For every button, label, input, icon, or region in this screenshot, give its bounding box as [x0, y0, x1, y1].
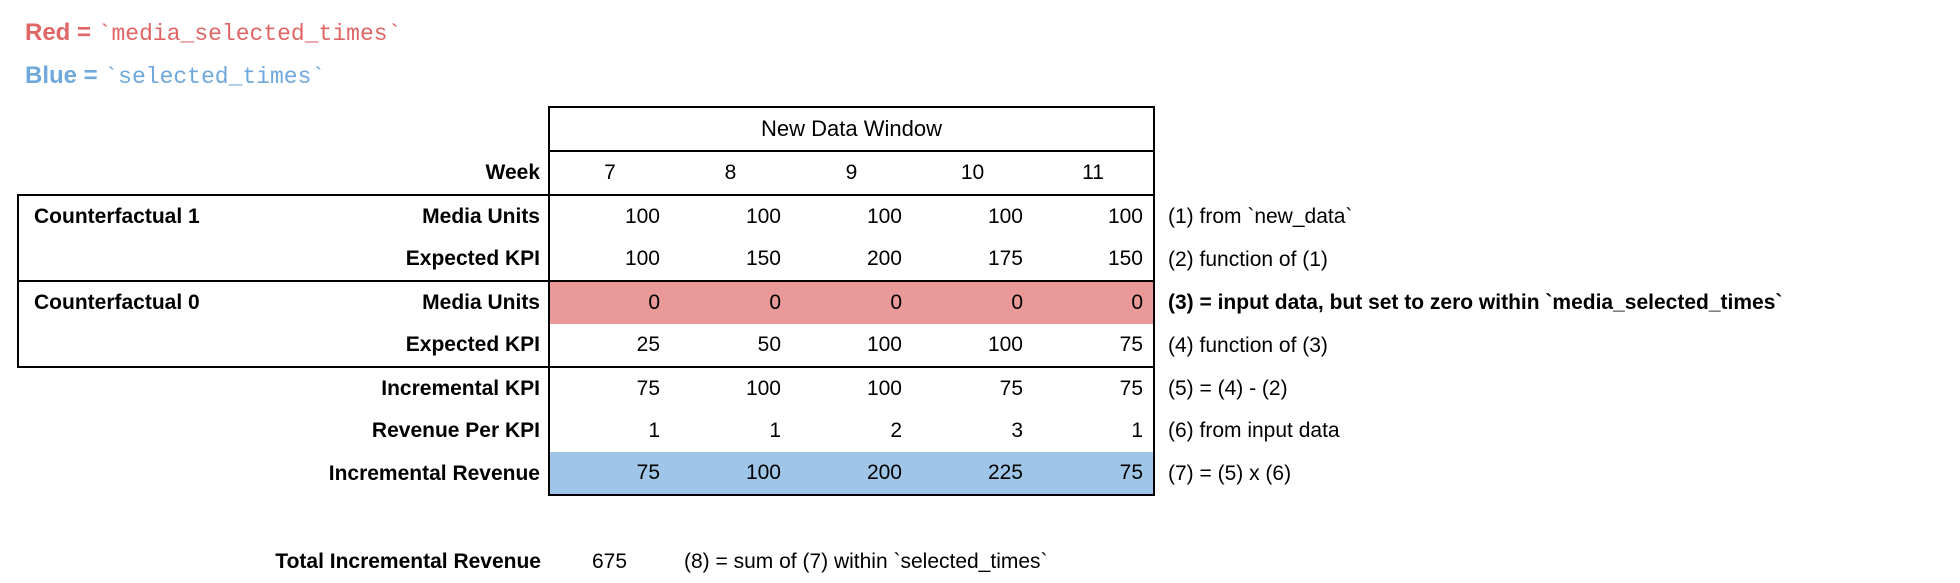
row-label: Incremental Revenue — [328, 461, 540, 485]
counterfactual-table: New Data Window Week 7 8 9 10 11 Counterfact… — [17, 106, 1934, 583]
value-cell: 225 — [912, 452, 1033, 496]
table-row: Revenue Per KPI 1 1 2 3 1 (6) from input data — [18, 410, 1934, 452]
value-cell: 100 — [548, 238, 670, 281]
value-cell: 200 — [791, 452, 912, 496]
table-row: Expected KPI 25 50 100 100 75 (4) function of … — [17, 324, 1934, 367]
value-cell: 75 — [912, 366, 1033, 410]
corner-blank — [18, 107, 549, 151]
legend-red-line: Red = `media_selected_times` — [25, 12, 1960, 55]
value-cell: 100 — [912, 194, 1033, 238]
value-cell: 200 — [866, 247, 902, 270]
row-note: (6) from input data — [1168, 419, 1340, 442]
value-cell: 0 — [548, 280, 670, 324]
value-cell: 0 — [912, 280, 1033, 324]
value-cell: 75 — [548, 452, 670, 496]
row-label: Incremental KPI — [18, 366, 549, 410]
row-label: Expected KPI — [405, 333, 540, 356]
row-note: (7) = (5) x (6) — [1168, 461, 1292, 485]
row-note: (4) function of (3) — [1168, 333, 1328, 357]
legend-red-label: Red = — [25, 19, 98, 46]
week-column-header: 8 — [670, 150, 791, 195]
legend-blue-code: `selected_times` — [104, 64, 326, 90]
row-label: Media Units — [266, 280, 549, 324]
value-cell: 100 — [670, 366, 791, 410]
row-label: Expected KPI — [405, 247, 540, 270]
value-cell: 25 — [548, 324, 670, 367]
value-cell: 50 — [757, 333, 781, 356]
group-label: Counterfactual 0 — [17, 280, 266, 324]
week-column-header: 11 — [1033, 150, 1155, 195]
table-row: Incremental Revenue 75 100 200 225 75 (7) = (5… — [18, 452, 1934, 496]
legend-red-code: `media_selected_times` — [97, 21, 402, 47]
value-cell: 0 — [791, 280, 912, 324]
legend-blue-label: Blue = — [25, 62, 105, 89]
value-cell: 100 — [548, 194, 670, 238]
corner-blank — [18, 151, 266, 195]
value-cell: 1 — [1033, 410, 1155, 452]
value-cell: 100 — [670, 194, 791, 238]
value-cell: 75 — [548, 366, 670, 410]
table-row: Incremental KPI 75 100 100 75 75 (5) = (4) - (… — [18, 366, 1934, 410]
value-cell: 100 — [987, 333, 1023, 356]
value-cell: 100 — [670, 452, 791, 496]
total-label: Total Incremental Revenue — [275, 550, 541, 573]
total-note: (8) = sum of (7) within `selected_times` — [684, 550, 1048, 573]
row-note: (1) from `new_data` — [1168, 204, 1353, 228]
value-cell: 75 — [1033, 366, 1155, 410]
value-cell: 1 — [769, 419, 781, 442]
value-cell: 150 — [745, 247, 781, 270]
table-row: Counterfactual 1 Media Units 100 100 100 100 1… — [17, 194, 1934, 238]
new-data-window-row: New Data Window — [18, 106, 1934, 151]
value-cell: 3 — [1011, 419, 1023, 442]
total-value: 675 — [591, 550, 628, 573]
new-data-window-header: New Data Window — [548, 106, 1155, 151]
value-cell: 100 — [791, 366, 912, 410]
week-column-header: 10 — [912, 150, 1033, 195]
table-row: Counterfactual 0 Media Units 0 0 0 0 0 (3) = in… — [17, 280, 1934, 324]
spacer-cell — [18, 495, 1934, 541]
value-cell: 1 — [548, 410, 670, 452]
group-label — [17, 324, 266, 367]
value-cell: 100 — [791, 194, 912, 238]
week-header-row: Week 7 8 9 10 11 — [18, 150, 1934, 195]
value-cell: 0 — [1033, 280, 1155, 324]
value-cell: 150 — [1033, 238, 1155, 281]
week-label: Week — [485, 160, 540, 184]
value-cell: 100 — [1033, 194, 1155, 238]
blank-note — [1154, 107, 1934, 151]
row-label: Media Units — [266, 194, 549, 238]
row-label: Revenue Per KPI — [371, 419, 540, 442]
week-column-header: 7 — [548, 150, 670, 195]
legend-blue-line: Blue = `selected_times` — [25, 55, 1960, 98]
legend: Red = `media_selected_times` Blue = `sel… — [25, 12, 1960, 98]
group-label: Counterfactual 1 — [17, 194, 266, 238]
value-cell: 175 — [987, 247, 1023, 270]
group-label — [17, 238, 266, 281]
row-note: (5) = (4) - (2) — [1168, 376, 1288, 400]
week-column-header: 9 — [791, 150, 912, 195]
blank-note — [1154, 151, 1934, 195]
table-row: Expected KPI 100 150 200 175 150 (2) function … — [17, 238, 1934, 281]
row-note: (3) = input data, but set to zero within… — [1168, 290, 1783, 314]
spacer-row — [18, 495, 1934, 541]
value-cell: 100 — [866, 333, 902, 356]
value-cell: 2 — [890, 419, 902, 442]
total-row: Total Incremental Revenue 675 (8) = sum … — [18, 541, 1934, 583]
value-cell: 0 — [670, 280, 791, 324]
row-note: (2) function of (1) — [1168, 247, 1328, 271]
value-cell: 75 — [1033, 324, 1155, 367]
value-cell: 75 — [1033, 452, 1155, 496]
